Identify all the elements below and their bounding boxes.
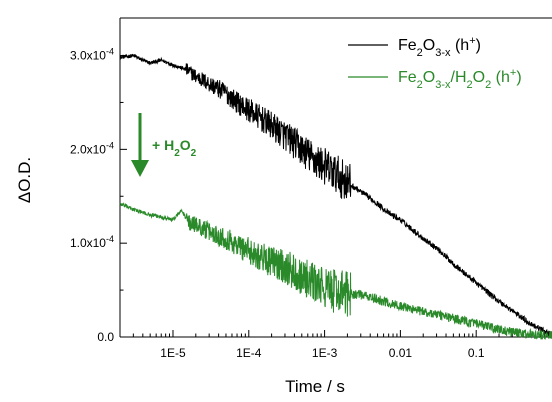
y-tick-label: 1.0x10-4: [70, 234, 114, 250]
x-axis-title: Time / s: [285, 377, 345, 396]
y-tick-label: 0.0: [97, 330, 114, 344]
x-tick-label: 0.01: [389, 346, 413, 360]
x-tick-label: 1E-5: [160, 346, 186, 360]
y-tick-label: 3.0x10-4: [70, 47, 114, 63]
down-arrow-icon: [131, 160, 149, 177]
legend-label-1: Fe2O3-x (h+): [398, 35, 481, 59]
y-tick-label: 2.0x10-4: [70, 140, 114, 156]
axis-ticks: 1E-5 1E-4 1E-3 0.01 0.1 0.0 1.0x10-4 2.0x10-4 3.…: [70, 47, 550, 360]
x-tick-label: 1E-4: [236, 346, 262, 360]
series-line-2: [119, 202, 552, 340]
h2o2-annotation: + H2O2: [131, 113, 197, 177]
series-layer: [119, 53, 552, 340]
series-line-1: [119, 53, 552, 339]
x-tick-label: 1E-3: [312, 346, 338, 360]
legend: Fe2O3-x (h+) Fe2O3-x/H2O2 (h+): [348, 35, 522, 91]
x-tick-label: 0.1: [468, 346, 485, 360]
h2o2-annotation-label: + H2O2: [152, 137, 197, 159]
y-axis-title: ΔO.D.: [15, 157, 34, 203]
legend-label-2: Fe2O3-x/H2O2 (h+): [398, 67, 522, 91]
